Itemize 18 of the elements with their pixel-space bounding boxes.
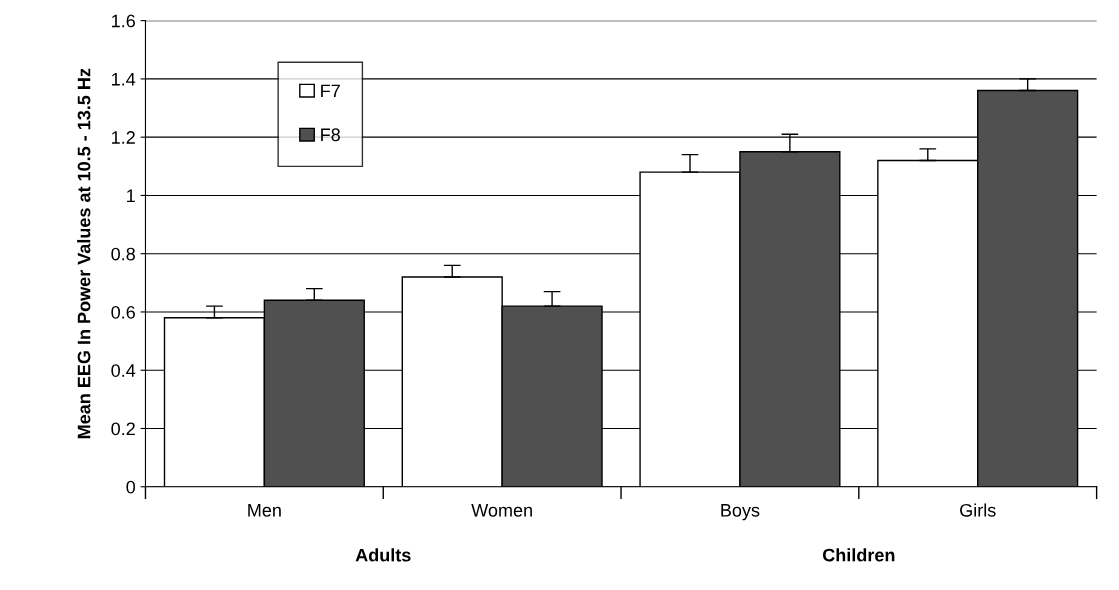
y-axis-title: Mean EEG In Power Values at 10.5 - 13.5 Hz (77, 68, 91, 439)
text: Children (822, 548, 895, 562)
legend-label: F7 (321, 84, 340, 98)
y-tick-label: 0.2 (111, 422, 135, 436)
y-tick-label: 1.4 (112, 73, 136, 86)
x-tick-label: Girls (960, 503, 996, 517)
x-tick-label: Women (471, 504, 532, 517)
text: Adults (355, 548, 411, 562)
y-tick-label: 1 (127, 189, 135, 202)
y-tick-label: 0.8 (111, 247, 135, 261)
x-tick-label: Men (248, 504, 281, 517)
y-tick-label: 1.2 (112, 131, 135, 144)
x-tick-label: Boys (721, 504, 760, 521)
y-tick-label: 0 (126, 480, 136, 494)
legend-label: F8 (321, 128, 340, 142)
y-tick-label: 1.6 (112, 14, 135, 28)
y-tick-label: 0.6 (111, 305, 135, 319)
y-tick-label: 0.4 (111, 364, 136, 377)
